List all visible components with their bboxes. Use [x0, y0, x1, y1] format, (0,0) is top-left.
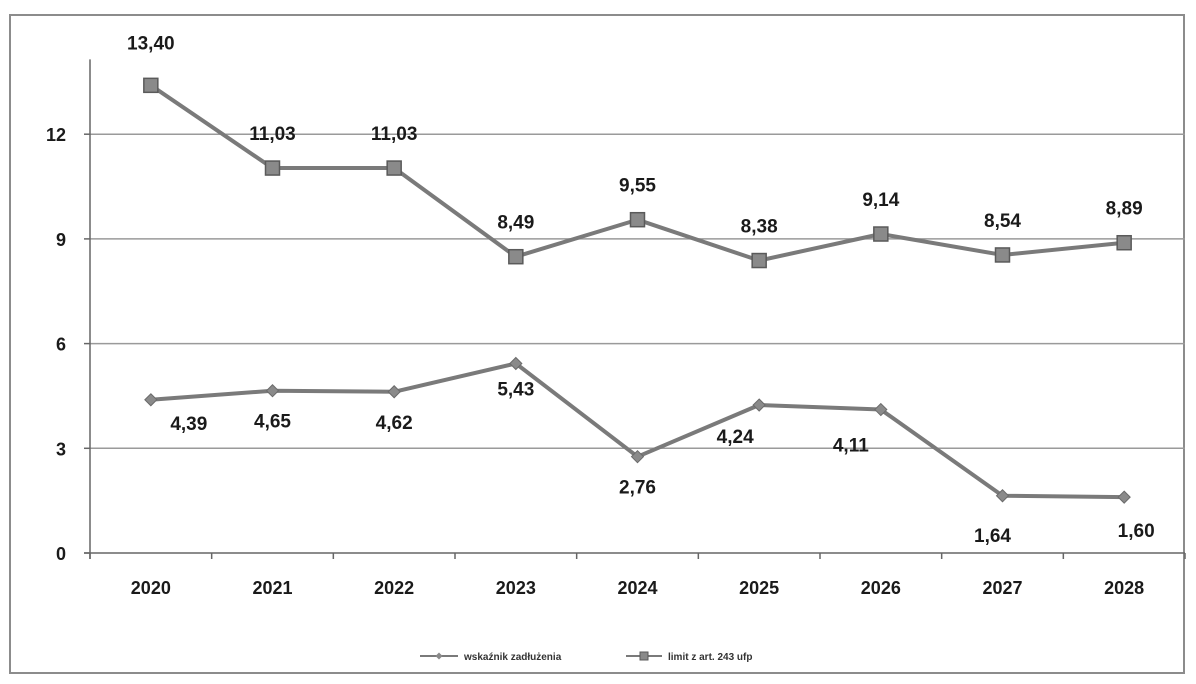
limit-data-label: 8,49	[497, 213, 534, 234]
legend: wskaźnik zadłużenia limit z art. 243 ufp	[420, 651, 752, 663]
debt-point-marker	[144, 393, 158, 407]
y-tick-label: 0	[56, 544, 66, 564]
x-tick-label: 2023	[496, 578, 536, 598]
debt-point-marker	[630, 449, 645, 464]
debt-data-label: 4,65	[254, 412, 291, 433]
x-tick-label: 2024	[617, 578, 657, 598]
x-tick-label: 2025	[739, 578, 779, 598]
limit-point-marker	[143, 77, 159, 94]
debt-data-label: 1,64	[974, 526, 1011, 547]
limit-point-marker	[751, 252, 767, 269]
debt-data-label: 2,76	[619, 478, 656, 499]
legend-debt-label: wskaźnik zadłużenia	[463, 652, 562, 663]
limit-series-line	[149, 83, 1125, 263]
limit-data-label: 11,03	[249, 124, 296, 145]
debt-data-label: 1,60	[1118, 521, 1155, 542]
limit-point-marker	[873, 226, 889, 242]
debt-point-marker	[509, 356, 523, 371]
debt-point-marker	[874, 402, 888, 417]
x-tick-label: 2022	[374, 578, 414, 598]
debt-point-marker	[752, 398, 766, 412]
y-tick-label: 12	[46, 125, 66, 145]
legend-limit-label: limit z art. 243 ufp	[668, 652, 752, 663]
limit-data-label: 9,55	[619, 176, 656, 197]
debt-point-marker	[387, 385, 401, 399]
legend-debt-marker	[435, 652, 443, 660]
x-tick-label: 2020	[131, 578, 171, 598]
limit-point-marker	[994, 247, 1011, 263]
limit-point-marker	[264, 160, 281, 176]
debt-point-marker	[1117, 490, 1131, 504]
limit-point-marker	[629, 211, 646, 228]
debt-point-marker	[265, 384, 280, 398]
series-lines	[143, 77, 1132, 504]
grid-lines	[90, 133, 1185, 450]
debt-point-marker	[995, 489, 1010, 503]
x-tick-label: 2026	[861, 578, 901, 598]
debt-data-label: 4,24	[717, 427, 754, 448]
legend-limit-marker	[639, 651, 649, 661]
limit-data-label: 11,03	[371, 124, 418, 145]
limit-data-label: 8,54	[984, 211, 1021, 232]
data-labels: 13,40 11,03 11,03 8,49 9,55 8,38 9,14 8,54 8,89 4…	[127, 33, 1155, 546]
debt-data-label: 4,62	[376, 413, 413, 434]
y-tick-label: 9	[56, 230, 66, 250]
x-tick-label: 2028	[1104, 578, 1144, 598]
limit-data-label: 9,14	[862, 190, 899, 211]
debt-data-label: 4,39	[170, 414, 207, 435]
limit-point-marker	[508, 248, 524, 265]
debt-data-label: 5,43	[497, 379, 534, 400]
y-tick-label: 6	[56, 335, 66, 355]
x-tick-label: 2021	[252, 578, 292, 598]
axes: 0 3 6 9 12 2020 2021 2022 2023 2024 2025 2026 2027 20…	[46, 59, 1186, 598]
limit-data-label: 8,38	[741, 217, 778, 238]
x-tick-label: 2027	[982, 578, 1022, 598]
debt-data-label: 4,11	[833, 436, 869, 457]
limit-point-marker	[1116, 234, 1132, 251]
limit-data-label: 8,89	[1106, 199, 1143, 220]
limit-data-label: 13,40	[127, 33, 175, 54]
limit-point-marker	[386, 160, 402, 176]
y-tick-label: 3	[56, 439, 66, 459]
